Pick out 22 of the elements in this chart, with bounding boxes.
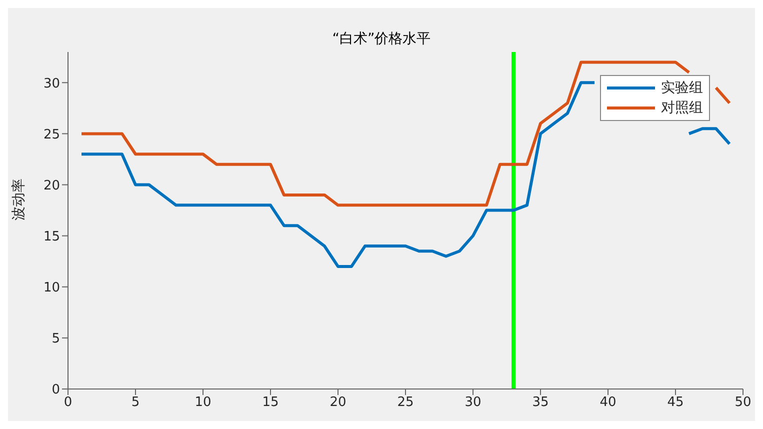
y-tick-label: 15 [43, 229, 60, 244]
x-tick-label: 30 [464, 395, 482, 410]
x-tick-label: 45 [667, 395, 684, 410]
x-tick-label: 40 [600, 395, 616, 410]
x-tick-label: 0 [64, 395, 72, 410]
y-tick-label: 10 [43, 280, 60, 296]
y-tick-label: 0 [52, 382, 60, 398]
legend-label: 对照组 [661, 99, 703, 118]
x-tick-label: 10 [194, 395, 212, 410]
y-tick-label: 20 [43, 178, 60, 194]
x-tick-label: 15 [262, 395, 279, 410]
x-tick-label: 50 [734, 395, 752, 410]
y-tick-label: 5 [52, 332, 60, 347]
chart-title: “白术”价格水平 [331, 30, 432, 48]
y-axis-title: 波动率 [10, 178, 27, 220]
y-tick-label: 25 [43, 127, 60, 142]
x-tick-label: 5 [131, 395, 140, 410]
y-tick-label: 30 [43, 76, 60, 92]
legend-label: 实验组 [661, 79, 703, 98]
x-tick-label: 25 [397, 395, 414, 410]
x-tick-label: 20 [330, 395, 346, 410]
x-tick-label: 35 [532, 395, 549, 410]
